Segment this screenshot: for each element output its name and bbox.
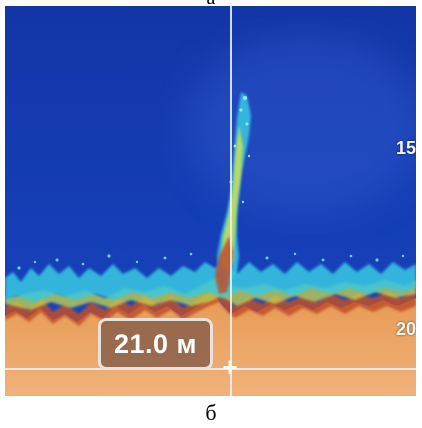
- bottom-weak-return: [5, 262, 416, 302]
- plus-icon[interactable]: +: [222, 352, 238, 382]
- sonar-display[interactable]: 15 20 21.0 м +: [5, 6, 416, 396]
- figure-caption-b: б: [205, 400, 217, 425]
- cursor-depth-value: 21.0 м: [113, 328, 198, 359]
- figure-caption-a: а: [0, 0, 422, 8]
- depth-scale-label-20: 20: [395, 319, 416, 339]
- screen-glare: [185, 36, 416, 216]
- clutter-speckles: [17, 252, 405, 270]
- depth-scale-label-15: 15: [395, 138, 416, 158]
- echo-plume-strong: [215, 236, 233, 294]
- bottom-strong-return: [5, 286, 416, 326]
- cursor-depth-readout: 21.0 м: [98, 318, 213, 370]
